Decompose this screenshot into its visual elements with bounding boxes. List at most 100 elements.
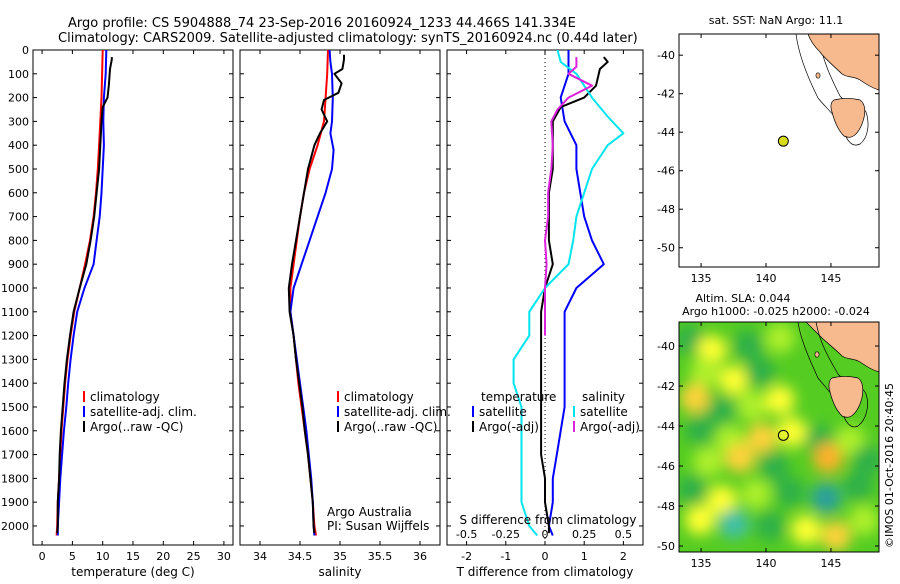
sla-anomaly-cell [693,447,723,477]
salinity-xlabel: salinity [318,565,361,579]
king-island-land [815,72,821,79]
sla-anomaly-cell [755,511,785,541]
s-tick-label: -0.5 [456,528,477,541]
legend-label-argo: Argo(..raw -QC) [344,420,437,434]
s-difference-xlabel: S difference from climatology [460,513,637,527]
temperature-panel: 0100200300400500600700800900100011001200… [1,44,234,579]
lat-tick-label: -42 [657,380,675,393]
legend-label-argo-s: Argo(-adj) [580,420,640,434]
depth-tick-label: 1900 [1,496,29,509]
sla-anomaly-cell [745,357,775,387]
legend-heading-temperature: temperature [481,390,556,404]
depth-tick-label: 1500 [1,401,29,414]
x-tick-label: 20 [156,550,170,563]
argo-float-marker [777,135,789,147]
x-tick-label: 10 [96,550,110,563]
depth-tick-label: 1100 [1,306,29,319]
legend-label-climatology: climatology [90,390,160,404]
sla-mainland-coast [805,322,879,373]
legend-heading-salinity: salinity [582,390,625,404]
legend-swatch-climatology [83,391,85,402]
salinity-axes [239,49,441,546]
legend-swatch-satellite [337,406,339,417]
depth-tick-label: 800 [8,234,29,247]
temperature-legend: climatology satellite-adj. clim. Argo(..… [83,390,197,434]
series-line-satellite-adj-clim- [56,50,108,536]
sla-anomaly-cell [747,423,777,453]
sla-tasmania-land [828,376,864,418]
s-tick-label: 0.25 [572,528,597,541]
t-difference-xlabel: T difference from climatology [456,565,634,579]
x-tick-label: 30 [217,550,231,563]
mainland-coast [807,34,879,91]
lon-tick-label: 140 [756,272,777,285]
lon-tick-label: 135 [691,557,712,570]
sla-anomaly-cell [821,521,851,551]
sla-anomaly-cell [849,505,879,535]
sla-anomaly-cell [741,479,771,509]
series-line-argo-raw-qc- [56,57,113,534]
temperature-axes [32,49,234,546]
x-tick-label: 36 [413,550,427,563]
shelf-contour [795,34,869,146]
legend-label-satellite-t: satellite [479,405,527,419]
series-line-satellite [547,50,605,536]
legend-swatch-argo-s [573,421,575,432]
depth-tick-label: 600 [8,187,29,200]
sla-anomaly-cell [690,357,720,387]
sla-anomaly-cell [759,451,789,481]
sla-anomaly-cell [853,445,879,475]
depth-tick-label: 500 [8,163,29,176]
x-tick-label: 35 [333,550,347,563]
legend-label-argo-t: Argo(-adj) [479,420,539,434]
legend-swatch-satellite-t [472,406,474,417]
lat-tick-label: -50 [657,242,675,255]
lat-tick-label: -40 [657,49,675,62]
float-owner: Argo Australia [327,505,412,519]
sla-map-frame [678,321,880,553]
sla-shelf-contour [797,322,868,428]
sla-anomaly-cell [719,509,749,539]
s-tick-label: -0.25 [492,528,520,541]
x-tick-label: 0 [542,550,549,563]
difference-legend: temperature salinity satellite Argo(-adj… [472,390,640,434]
x-tick-label: 34 [253,550,267,563]
depth-tick-label: 300 [8,115,29,128]
lat-tick-label: -48 [657,203,675,216]
lat-tick-label: -40 [657,340,675,353]
lat-tick-label: -42 [657,88,675,101]
sla-anomaly-cell [813,443,843,473]
legend-swatch-argo [83,421,85,432]
depth-tick-label: 1800 [1,472,29,485]
series-line-argo-adj- [540,56,609,534]
lon-tick-label: 145 [820,272,841,285]
salinity-panel: 34 34.5 35 35.5 36 salinity climatology sate… [239,49,451,579]
sla-anomaly-cell [679,475,707,505]
sla-map-title: Altim. SLA: 0.044 [695,292,790,305]
depth-tick-label: 100 [8,68,29,81]
depth-tick-label: 200 [8,92,29,105]
depth-tick-label: 900 [8,258,29,271]
sla-anomaly-cell [725,443,755,473]
sla-anomaly-cell [707,395,737,425]
depth-tick-label: 400 [8,139,29,152]
difference-panel: -2 -1 0 1 2 T difference from climatology S … [446,49,644,579]
series-line-climatology [55,50,104,536]
x-tick-label: 5 [69,550,76,563]
sla-anomaly-cell [685,415,715,445]
sst-map-frame [678,33,880,268]
series-line-argo-adj- [544,57,593,336]
depth-tick-label: 2000 [1,520,29,533]
series-line-satellite [512,50,625,537]
depth-tick-label: 1200 [1,330,29,343]
lat-tick-label: -46 [657,460,675,473]
sst-map: sat. SST: NaN Argo: 11.1 135 140 145 -40 -42… [657,14,880,285]
lat-tick-label: -48 [657,500,675,513]
sla-king-island-land [814,351,820,358]
depth-tick-label: 1000 [1,282,29,295]
x-tick-label: -2 [461,550,472,563]
sla-anomaly-cell [791,515,821,545]
depth-tick-label: 0 [22,44,29,57]
x-tick-label: 15 [126,550,140,563]
lat-tick-label: -46 [657,165,675,178]
